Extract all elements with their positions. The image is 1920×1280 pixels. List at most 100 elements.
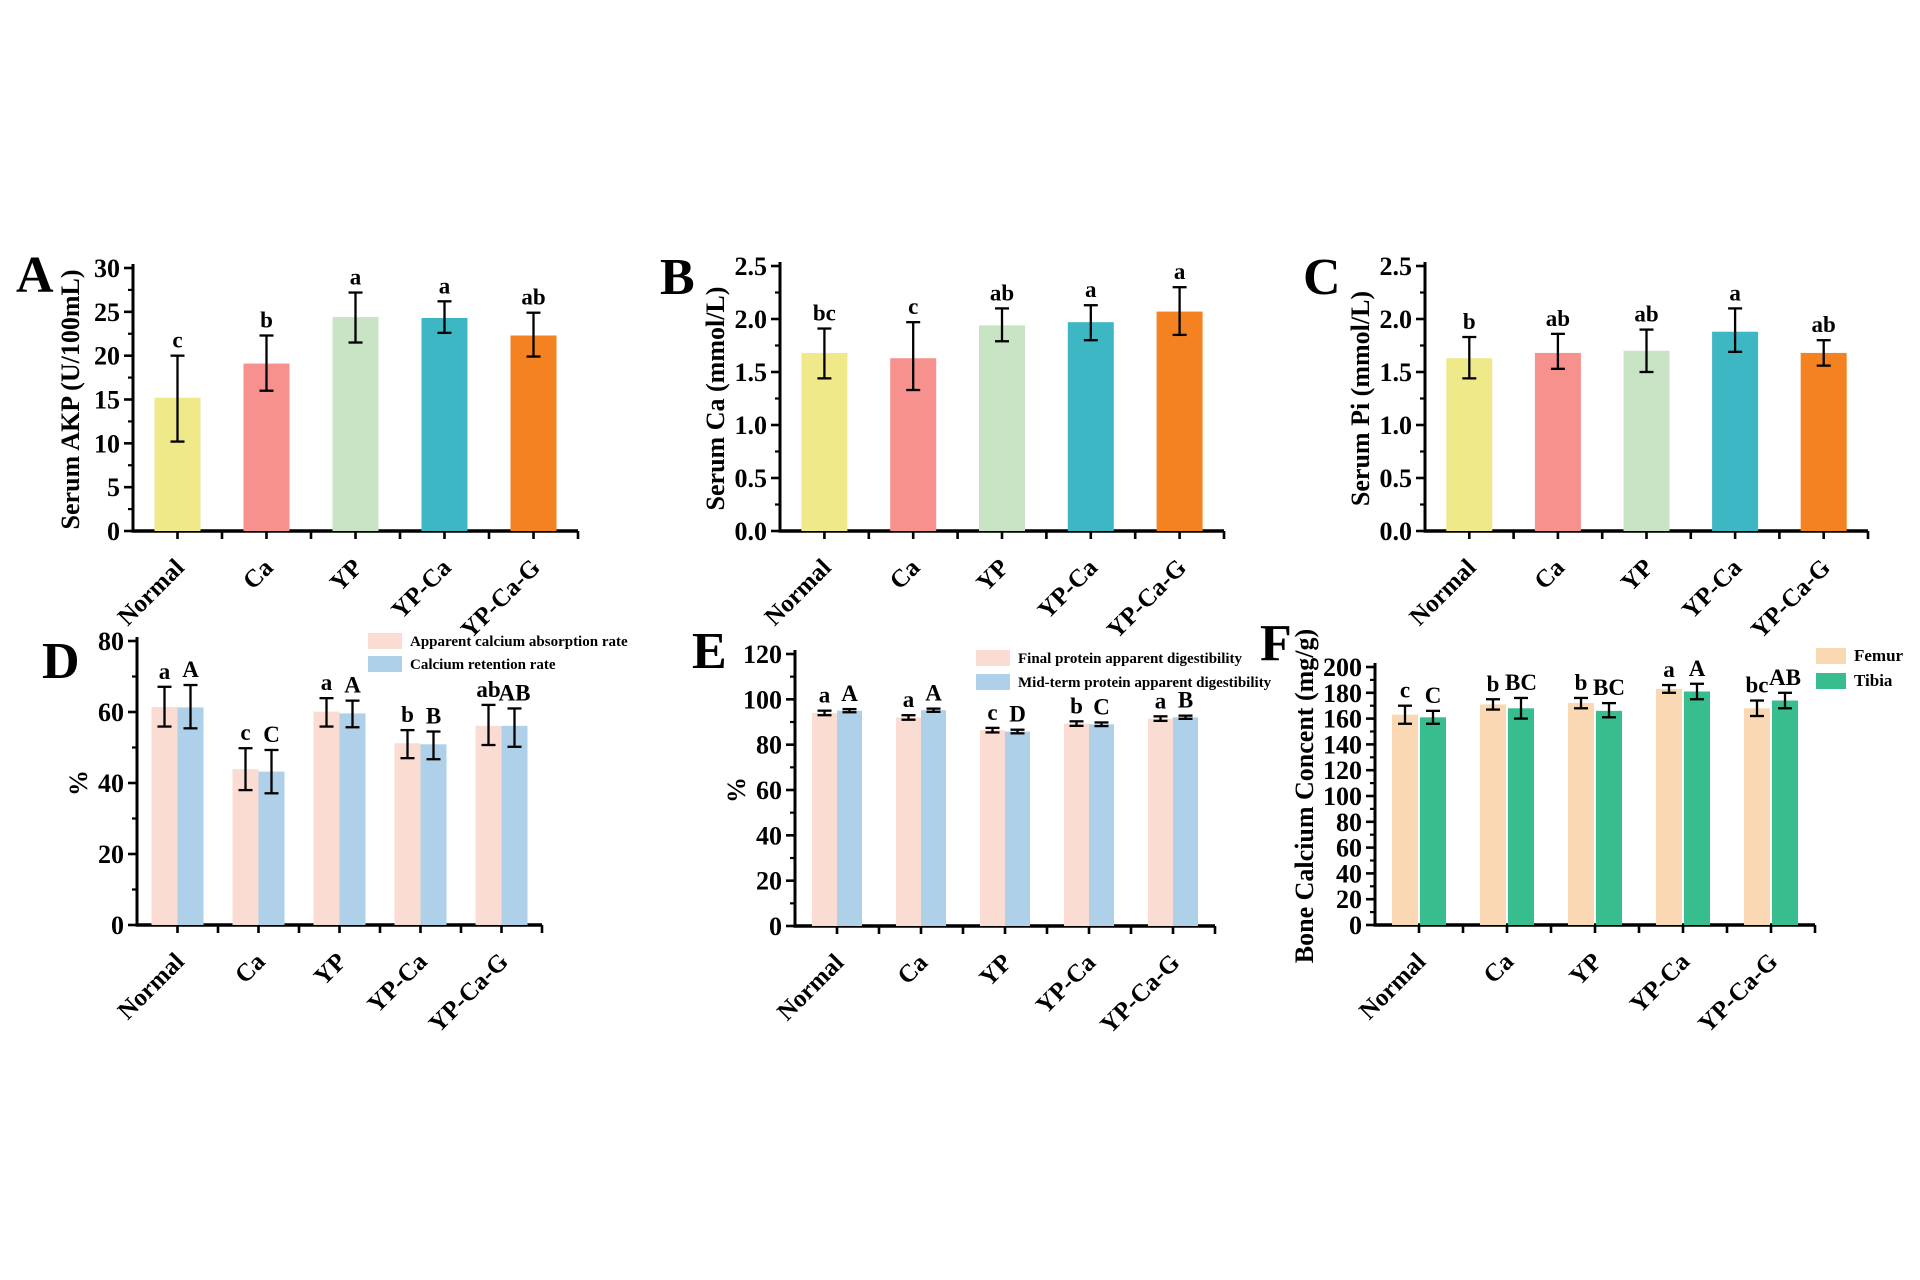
y-tick-label: 60 xyxy=(1336,834,1362,863)
x-category-label: YP xyxy=(325,554,368,597)
significance-letter: bc xyxy=(1746,673,1769,698)
panel-letter-e: E xyxy=(692,623,727,680)
bar-YP-Ca-G-s1 xyxy=(1772,700,1798,925)
y-axis-title: % xyxy=(64,770,93,796)
significance-letter: A xyxy=(344,673,361,698)
significance-letter: A xyxy=(182,657,199,682)
bar-YP-s1 xyxy=(1005,731,1030,926)
significance-letter: ab xyxy=(476,677,500,702)
significance-letter: c xyxy=(908,294,918,319)
x-category-label: YP-Ca-G xyxy=(1102,554,1192,644)
y-tick-label: 0 xyxy=(111,911,124,940)
y-tick-label: 0.5 xyxy=(735,464,768,493)
legend-label: Femur xyxy=(1854,646,1904,665)
y-tick-label: 120 xyxy=(1323,756,1362,785)
bar-YP-Ca-s0 xyxy=(1064,723,1089,926)
y-tick-label: 10 xyxy=(94,429,120,458)
y-axis-title: Serum AKP (U/100mL) xyxy=(56,270,85,530)
y-tick-label: 20 xyxy=(1336,885,1362,914)
x-category-label: Ca xyxy=(1529,554,1570,595)
significance-letter: a xyxy=(1729,280,1741,305)
bar-Ca-s1 xyxy=(921,710,946,926)
x-category-label: YP-Ca xyxy=(1677,554,1748,625)
y-tick-label: 20 xyxy=(94,342,120,371)
y-tick-label: 80 xyxy=(98,627,124,656)
y-axis-title: Serum Ca (mmol/L) xyxy=(701,287,730,511)
y-tick-label: 40 xyxy=(1336,859,1362,888)
panel-A: 0 5 10 15 20 25 30 Normal Ca YP YP-Ca YP-Ca-G c b a a ab… xyxy=(56,254,580,644)
significance-letter: A xyxy=(841,681,858,706)
bar-Normal-s0 xyxy=(801,352,848,531)
y-tick-label: 40 xyxy=(756,821,782,850)
y-tick-label: 0 xyxy=(107,517,120,546)
panel-B: 0.0 0.5 1.0 1.5 2.0 2.5 Normal Ca YP YP-Ca YP-Ca-G… xyxy=(701,252,1226,644)
significance-letter: a xyxy=(1663,657,1675,682)
y-tick-label: 100 xyxy=(1323,782,1362,811)
significance-letter: c xyxy=(987,700,997,725)
x-category-label: YP-Ca-G xyxy=(456,554,546,644)
x-category-label: Ca xyxy=(893,949,934,990)
bar-YP-Ca-s0 xyxy=(1067,322,1114,531)
significance-letter: ab xyxy=(1812,312,1836,337)
significance-letter: b xyxy=(260,308,273,333)
y-axis-title: Bone Calcium Concent (mg/g) xyxy=(1290,629,1319,963)
significance-letter: b xyxy=(401,702,414,727)
y-tick-label: 180 xyxy=(1323,679,1362,708)
legend-label: Final protein apparent digestibility xyxy=(1018,651,1243,667)
legend-label: Apparent calcium absorption rate xyxy=(410,634,628,650)
bar-YP-Ca-G-s1 xyxy=(501,725,528,925)
y-tick-label: 30 xyxy=(94,254,120,283)
bar-YP-Ca-G-s0 xyxy=(1800,352,1847,531)
y-axis-title: % xyxy=(722,777,751,803)
significance-letter: a xyxy=(819,683,831,708)
y-tick-label: 25 xyxy=(94,298,120,327)
significance-letter: ab xyxy=(1634,302,1658,327)
panel-letter-d: D xyxy=(42,633,80,690)
bar-YP-s0 xyxy=(1568,703,1594,925)
bar-YP-Ca-s0 xyxy=(394,743,421,925)
x-category-label: Ca xyxy=(238,554,279,595)
bar-YP-s0 xyxy=(979,325,1025,531)
y-tick-label: 5 xyxy=(107,473,120,502)
panel-C: 0.0 0.5 1.0 1.5 2.0 2.5 Normal Ca YP YP-CaYP-Ca-G… xyxy=(1346,252,1870,644)
y-tick-label: 0.5 xyxy=(1380,464,1413,493)
bar-YP-Ca-G-s0 xyxy=(1744,708,1770,925)
bar-YP-s1 xyxy=(1596,710,1622,925)
significance-letter: b xyxy=(1487,671,1500,696)
significance-letter: D xyxy=(1009,702,1026,727)
bar-YP-s1 xyxy=(339,713,366,925)
y-tick-label: 0.0 xyxy=(735,517,768,546)
significance-letter: B xyxy=(1178,688,1193,713)
x-category-label: Normal xyxy=(1405,554,1482,631)
x-category-label: YP-Ca-G xyxy=(1095,949,1185,1039)
bar-YP-Ca-s0 xyxy=(1712,331,1759,531)
bar-Normal-s0 xyxy=(1446,358,1493,531)
significance-letter: BC xyxy=(1505,670,1537,695)
x-category-label: Ca xyxy=(230,948,271,989)
bar-YP-Ca-G-s0 xyxy=(475,725,502,925)
y-tick-label: 0.0 xyxy=(1380,517,1413,546)
legend-swatch xyxy=(1816,673,1846,689)
x-category-label: Normal xyxy=(760,554,837,631)
bar-Ca-s1 xyxy=(258,771,285,925)
significance-letter: AB xyxy=(1769,665,1801,690)
legend-swatch xyxy=(976,674,1010,690)
y-tick-label: 40 xyxy=(98,769,124,798)
y-tick-label: 2.5 xyxy=(735,252,768,281)
bar-Ca-s0 xyxy=(232,769,259,925)
significance-letter: AB xyxy=(499,680,531,705)
y-tick-label: 2.0 xyxy=(735,305,768,334)
y-tick-label: 80 xyxy=(1336,808,1362,837)
y-tick-label: 2.0 xyxy=(1380,305,1413,334)
significance-letter: C xyxy=(1093,694,1110,719)
significance-letter: c xyxy=(1400,678,1410,703)
significance-letter: a xyxy=(439,273,451,298)
x-category-label: YP xyxy=(975,949,1018,992)
significance-letter: b xyxy=(1463,309,1476,334)
y-tick-label: 80 xyxy=(756,731,782,760)
x-category-label: YP-Ca xyxy=(1625,948,1696,1019)
